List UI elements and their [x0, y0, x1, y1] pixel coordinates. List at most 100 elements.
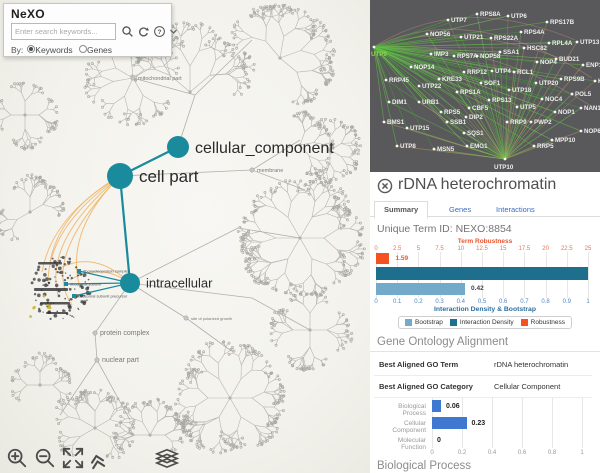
gene-node[interactable]	[487, 98, 491, 102]
gene-node[interactable]	[437, 77, 441, 81]
gene-node[interactable]	[490, 69, 494, 73]
gene-node[interactable]	[512, 70, 516, 74]
decor-branches	[0, 3, 366, 459]
gene-node[interactable]	[425, 32, 429, 36]
search-icon[interactable]	[121, 25, 134, 38]
top-axis-tick: 12.5	[476, 246, 488, 252]
gene-node[interactable]	[395, 144, 399, 148]
ontology-minor-node[interactable]	[249, 167, 255, 173]
gene-node[interactable]	[505, 120, 509, 124]
gene-node[interactable]	[575, 40, 579, 44]
gene-node[interactable]	[455, 90, 459, 94]
gene-node[interactable]	[554, 57, 558, 61]
ontology-minor-node[interactable]	[183, 315, 189, 321]
gene-node[interactable]	[387, 100, 391, 104]
gene-node[interactable]	[522, 46, 526, 50]
gene-node[interactable]	[372, 45, 376, 49]
ontology-sub-node-label: ribosomal subunit precursor	[78, 294, 128, 299]
gene-node[interactable]	[507, 88, 511, 92]
gene-node[interactable]	[570, 92, 574, 96]
ontology-sub-node[interactable]	[72, 294, 76, 298]
gene-node[interactable]	[515, 105, 519, 109]
gene-node[interactable]	[409, 65, 413, 69]
legend-label: Robustness	[530, 319, 565, 326]
gene-node[interactable]	[547, 41, 551, 45]
gene-node[interactable]	[489, 36, 493, 40]
gene-node[interactable]	[540, 97, 544, 101]
tab-summary[interactable]: Summary	[374, 201, 429, 219]
gene-node[interactable]	[579, 106, 583, 110]
close-icon[interactable]	[377, 178, 393, 194]
gene-node[interactable]	[439, 110, 443, 114]
gene-node[interactable]	[417, 84, 421, 88]
ontology-sub-node[interactable]	[77, 269, 81, 273]
gene-node[interactable]	[550, 138, 554, 142]
ontology-minor-node[interactable]	[94, 357, 100, 363]
gene-node[interactable]	[475, 54, 479, 58]
gene-node[interactable]	[452, 54, 456, 58]
gene-node[interactable]	[446, 18, 450, 22]
gene-node[interactable]	[545, 20, 549, 24]
ontology-minor-node[interactable]	[92, 330, 98, 336]
gene-node-label: POL5	[575, 91, 592, 98]
layers-icon[interactable]	[155, 447, 179, 469]
gene-node[interactable]	[593, 79, 597, 83]
gene-node[interactable]	[462, 131, 466, 135]
gene-node[interactable]	[506, 14, 510, 18]
gene-node[interactable]	[553, 110, 557, 114]
gene-node[interactable]	[519, 30, 523, 34]
gene-node[interactable]	[479, 81, 483, 85]
gene-node[interactable]	[459, 35, 463, 39]
gene-node[interactable]	[382, 120, 386, 124]
gene-node[interactable]	[384, 78, 388, 82]
radio-keywords[interactable]	[27, 45, 36, 53]
gene-node[interactable]	[464, 115, 468, 119]
gene-node[interactable]	[559, 77, 563, 81]
zoom-in-icon[interactable]	[6, 447, 28, 469]
gene-node[interactable]	[579, 129, 583, 133]
ontology-major-node[interactable]	[167, 136, 189, 158]
radio-label-keywords[interactable]: Keywords	[35, 45, 73, 55]
gene-node[interactable]	[475, 12, 479, 16]
ontology-sub-node[interactable]	[64, 282, 68, 286]
gene-node[interactable]	[405, 126, 409, 130]
legend-item: Interaction Density	[449, 319, 514, 326]
chevron-down-icon[interactable]	[169, 27, 178, 36]
refresh-icon[interactable]	[137, 25, 150, 38]
go-alignment-row: Best Aligned GO Term rDNA heterochromatin	[374, 353, 592, 376]
gene-node[interactable]	[467, 106, 471, 110]
gene-node-label: RPS17B	[550, 19, 575, 26]
gene-node[interactable]	[465, 144, 469, 148]
help-icon[interactable]: ?	[153, 25, 166, 38]
gene-node[interactable]	[532, 144, 536, 148]
gene-node[interactable]	[581, 63, 585, 67]
gene-network[interactable]: UTP7 RPS8A UTP6 RPS17B NOP56 UTP21 RPS22A RPS4A…	[370, 0, 600, 172]
bar-value-label: 0.42	[471, 285, 484, 292]
radio-genes[interactable]	[78, 45, 87, 53]
gene-node[interactable]	[529, 120, 533, 124]
gene-node[interactable]	[535, 60, 539, 64]
bottom-axis-tick: 0.6	[499, 299, 508, 305]
ontology-canvas[interactable]: ribonucleoprotein complex ribosomal subun…	[0, 0, 370, 473]
radio-label-genes[interactable]: Genes	[86, 45, 113, 55]
ontology-network[interactable]: ribonucleoprotein complex ribosomal subun…	[0, 0, 370, 473]
fit-screen-icon[interactable]	[62, 447, 84, 469]
ontology-major-node[interactable]	[107, 163, 133, 189]
collapse-icon[interactable]	[89, 453, 107, 471]
ontology-minor-node[interactable]	[130, 75, 136, 81]
gene-node[interactable]	[462, 70, 466, 74]
ontology-major-node[interactable]	[120, 273, 140, 293]
gene-node[interactable]	[498, 50, 502, 54]
tab-interactions[interactable]: Interactions	[496, 205, 535, 214]
gene-network-panel[interactable]: UTP7 RPS8A UTP6 RPS17B NOP56 UTP21 RPS22A RPS4A…	[370, 0, 600, 172]
gene-node[interactable]	[534, 81, 538, 85]
gene-node[interactable]	[445, 120, 449, 124]
gene-node[interactable]	[503, 157, 507, 161]
gene-node[interactable]	[417, 100, 421, 104]
search-input[interactable]	[11, 23, 116, 40]
gene-node-label: SSA1	[503, 49, 520, 56]
tab-genes[interactable]: Genes	[449, 205, 472, 214]
gene-node[interactable]	[429, 52, 433, 56]
gene-node[interactable]	[432, 147, 436, 151]
zoom-out-icon[interactable]	[34, 447, 56, 469]
